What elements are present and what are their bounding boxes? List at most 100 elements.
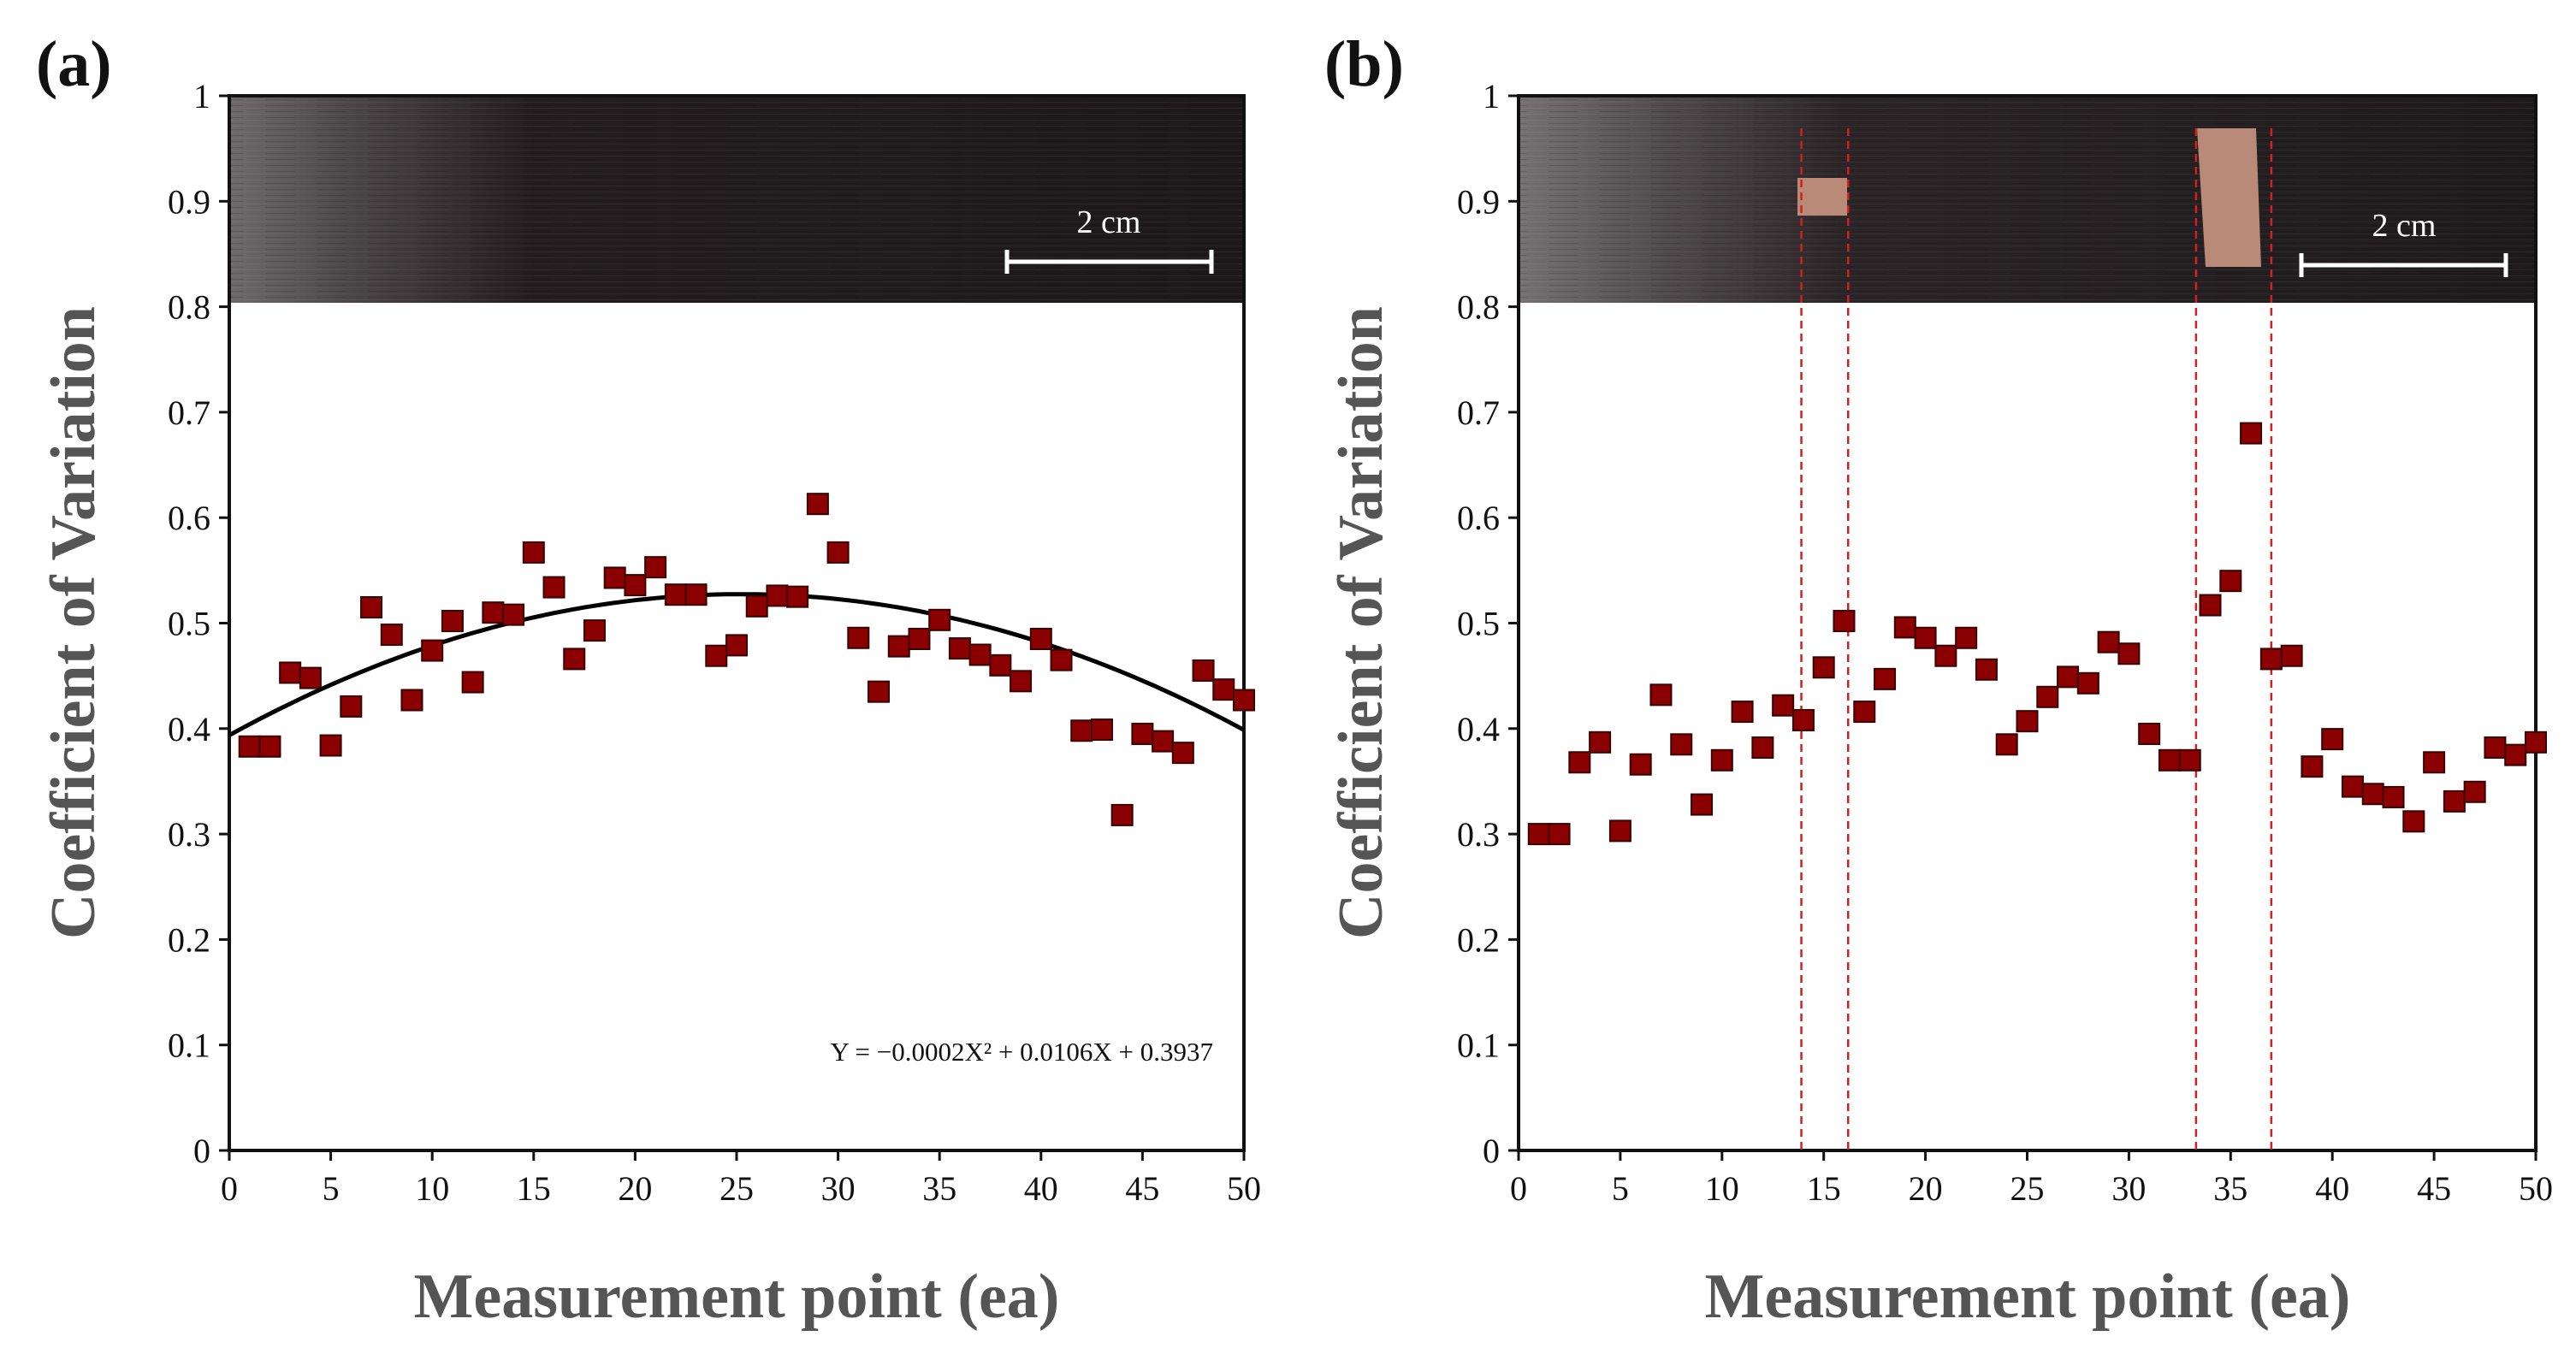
y-tick-label: 0.5 (168, 605, 210, 643)
data-point (542, 576, 566, 599)
data-point (806, 493, 829, 516)
panel-b: (b) 2 cm 0 0.1 0.2 0.3 0.4 0.5 0.6 0.7 0.8 0.9 1 0… (1324, 28, 2553, 1332)
x-axis-label: Measurement point (ea) (414, 1262, 1060, 1332)
y-tick-label: 0.2 (168, 920, 210, 959)
x-tick-label: 10 (415, 1169, 449, 1208)
y-tick-label: 0.4 (1457, 710, 1500, 748)
y-axis: 0 0.1 0.2 0.3 0.4 0.5 0.6 0.7 0.8 0.9 1 (168, 77, 229, 1170)
data-point (603, 566, 626, 589)
data-point (1010, 670, 1033, 693)
data-point (2219, 570, 2242, 593)
data-point (684, 583, 708, 606)
data-point (1874, 667, 1897, 690)
data-point (2402, 810, 2425, 833)
data-point (1934, 644, 1957, 667)
x-tick-label: 40 (1024, 1169, 1058, 1208)
y-axis-label: Coefficient of Variation (38, 306, 109, 939)
data-point (2097, 630, 2120, 653)
data-point (868, 680, 891, 703)
data-point (705, 644, 728, 667)
data-point (2321, 728, 2344, 751)
data-point (2076, 671, 2099, 695)
data-point (1131, 722, 1154, 745)
data-point (664, 583, 687, 606)
data-point (745, 594, 768, 618)
data-point (2240, 422, 2263, 445)
data-point (1568, 751, 1591, 774)
data-point (238, 735, 261, 758)
x-tick-label: 20 (618, 1169, 652, 1208)
data-point (948, 637, 971, 660)
y-tick-label: 0.3 (168, 815, 210, 854)
data-point (1731, 701, 1754, 724)
y-tick-label: 0.9 (168, 182, 210, 221)
y-tick-label: 0.8 (1457, 288, 1500, 327)
data-point (847, 626, 870, 649)
x-axis: 0 5 10 15 20 25 30 35 40 45 50 (221, 1150, 1261, 1208)
y-tick-label: 0.6 (168, 499, 210, 537)
data-point (624, 574, 647, 597)
defect-patch (2197, 128, 2261, 267)
panel-label: (b) (1324, 28, 1404, 100)
x-tick-label: 35 (922, 1169, 956, 1208)
y-tick-label: 0.1 (168, 1026, 210, 1065)
data-point (1853, 701, 1876, 724)
y-tick-label: 0.7 (1457, 393, 1500, 432)
specimen-photo: 2 cm (1519, 96, 2536, 303)
data-point (583, 619, 606, 642)
data-point (2463, 780, 2486, 803)
y-tick-label: 0.4 (168, 710, 210, 748)
data-point (1629, 753, 1652, 776)
panel-a: (a) 2 cm 0 0.1 0.2 0.3 0.4 0.5 0.6 0.7 0.8 0.9 1 0… (36, 28, 1261, 1332)
data-point (2178, 748, 2201, 772)
x-tick-label: 40 (2315, 1169, 2349, 1208)
data-point (2443, 789, 2466, 813)
data-point (1608, 819, 1631, 843)
data-point (1691, 793, 1714, 816)
data-point (928, 608, 951, 631)
data-point (1812, 656, 1835, 679)
data-point (1212, 678, 1235, 701)
data-point (482, 601, 505, 624)
data-point (461, 671, 484, 694)
data-point (2199, 594, 2222, 617)
data-point (563, 648, 586, 671)
defect-patch (1797, 178, 1847, 216)
data-point (502, 603, 525, 626)
x-tick-label: 25 (720, 1169, 754, 1208)
data-point (421, 639, 444, 662)
y-tick-label: 0.9 (1457, 182, 1500, 221)
data-point (1070, 719, 1093, 742)
data-point (1975, 658, 1998, 681)
x-tick-label: 5 (1612, 1169, 1629, 1208)
data-point (2280, 644, 2303, 667)
x-tick-label: 50 (1227, 1169, 1261, 1208)
data-point (2525, 730, 2547, 754)
data-point (2158, 748, 2181, 772)
data-point (2361, 783, 2384, 806)
data-point (1171, 742, 1194, 765)
x-axis-label: Measurement point (ea) (1705, 1262, 2351, 1332)
data-point (2117, 642, 2141, 665)
x-tick-label: 30 (821, 1169, 856, 1208)
data-point (2301, 755, 2324, 778)
y-tick-label: 0.3 (1457, 815, 1500, 854)
data-point (1791, 708, 1815, 731)
data-point (522, 541, 545, 564)
x-tick-label: 0 (221, 1169, 238, 1208)
data-point (258, 735, 281, 758)
data-point (2138, 722, 2161, 745)
data-point (1751, 736, 1774, 759)
data-point (1233, 689, 1255, 712)
x-tick-label: 25 (2010, 1169, 2045, 1208)
data-points (238, 493, 1255, 826)
guide-lines (1800, 128, 2273, 1150)
data-point (1670, 733, 1693, 756)
data-point (2504, 743, 2527, 766)
x-tick-label: 15 (517, 1169, 551, 1208)
fit-equation: Y = −0.0002X² + 0.0106X + 0.3937 (831, 1037, 1214, 1067)
x-tick-label: 20 (1909, 1169, 1943, 1208)
data-point (340, 695, 363, 718)
data-point (1152, 730, 1175, 753)
y-tick-label: 0 (193, 1132, 210, 1170)
